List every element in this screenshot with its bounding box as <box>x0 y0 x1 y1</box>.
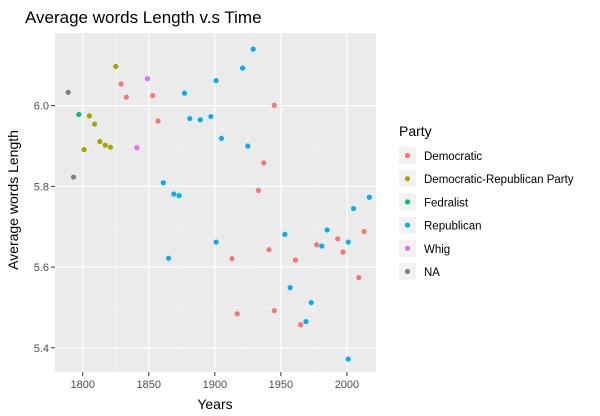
legend-label: Democratic-Republican Party <box>424 174 574 186</box>
data-point <box>298 322 304 328</box>
x-tick-label: 1900 <box>203 379 227 391</box>
plot-background <box>55 33 376 372</box>
data-point <box>345 239 351 245</box>
legend-item: Fedralist <box>399 193 469 211</box>
data-point <box>86 113 92 119</box>
data-point <box>366 194 372 200</box>
data-point <box>271 308 277 314</box>
legend-key <box>404 199 411 205</box>
data-point <box>176 193 182 199</box>
data-point <box>303 318 309 325</box>
legend-label: Whig <box>424 244 450 256</box>
x-tick-label: 1950 <box>269 379 293 391</box>
legend-key <box>404 245 411 251</box>
data-point <box>234 311 240 317</box>
series-na <box>65 89 77 180</box>
series-whig <box>134 76 151 151</box>
data-point <box>208 113 214 120</box>
legend-item: Republican <box>399 216 482 234</box>
legend-label: Democratic <box>424 151 482 163</box>
legend-item: Democratic-Republican Party <box>399 170 574 188</box>
data-point <box>92 121 98 127</box>
x-axis-title: Years <box>197 396 232 412</box>
data-point <box>271 102 277 108</box>
series-republican <box>160 46 372 362</box>
data-point <box>65 89 71 95</box>
data-point <box>113 63 119 70</box>
legend-label: Republican <box>424 221 482 233</box>
data-point <box>123 94 129 100</box>
data-point <box>70 174 77 180</box>
x-tick-label: 1800 <box>70 379 94 391</box>
data-point <box>282 231 288 237</box>
legend-label: Fedralist <box>424 197 469 209</box>
data-point <box>266 247 272 253</box>
data-point <box>213 239 219 245</box>
data-point <box>319 243 325 249</box>
y-tick-label: 5.4 <box>34 343 49 355</box>
legend-item: NA <box>399 263 440 280</box>
data-point <box>324 227 330 233</box>
series-democratic-republican-party <box>81 63 119 153</box>
data-point <box>155 118 161 124</box>
data-point <box>197 117 203 123</box>
legend-key <box>404 152 411 159</box>
data-point <box>150 92 156 99</box>
data-point <box>81 147 87 153</box>
legend-item: Democratic <box>399 147 482 164</box>
data-point <box>361 228 367 235</box>
data-point <box>166 255 172 261</box>
data-point <box>356 274 362 281</box>
legend-key <box>404 222 411 228</box>
x-tick-label: 1850 <box>137 379 161 391</box>
data-point <box>187 115 193 122</box>
data-point <box>335 236 341 242</box>
data-point <box>102 142 108 148</box>
data-point <box>340 249 346 255</box>
legend-key <box>404 176 411 182</box>
legend-item: Whig <box>399 239 450 257</box>
data-point <box>97 138 103 145</box>
data-point <box>118 81 124 87</box>
data-point <box>261 160 267 166</box>
legend-title: Party <box>399 123 432 139</box>
data-point <box>239 65 246 71</box>
data-point <box>250 46 256 52</box>
data-point <box>229 255 235 262</box>
data-point <box>313 242 320 248</box>
data-point <box>287 285 293 291</box>
series-fedralist <box>76 111 82 118</box>
data-point <box>134 145 140 151</box>
legend-label: NA <box>424 267 440 279</box>
data-point <box>171 191 177 197</box>
y-tick-label: 5.8 <box>34 181 49 193</box>
data-point <box>213 78 219 84</box>
data-point <box>255 187 262 193</box>
plot-area: 1800 1850 1900 1950 2000 5.4 5.6 5.8 6.0 <box>34 33 376 391</box>
data-point <box>245 143 251 149</box>
y-tick-label: 6.0 <box>34 101 49 113</box>
data-point <box>181 90 188 96</box>
legend-key <box>404 268 411 275</box>
series-democratic <box>118 81 367 328</box>
data-point <box>350 205 357 212</box>
y-tick-label: 5.6 <box>34 262 49 274</box>
chart-title: Average words Length v.s Time <box>25 8 262 27</box>
data-point <box>160 180 166 186</box>
data-point <box>292 257 299 263</box>
y-axis-title: Average words Length <box>5 130 21 270</box>
data-point <box>308 299 314 306</box>
data-point <box>345 356 351 362</box>
data-point <box>107 144 114 150</box>
legend: Party Democratic Democratic-Republican Pa… <box>399 123 574 280</box>
data-point <box>144 76 151 82</box>
data-point <box>218 135 225 141</box>
data-point <box>76 111 82 118</box>
x-tick-label: 2000 <box>335 379 359 391</box>
